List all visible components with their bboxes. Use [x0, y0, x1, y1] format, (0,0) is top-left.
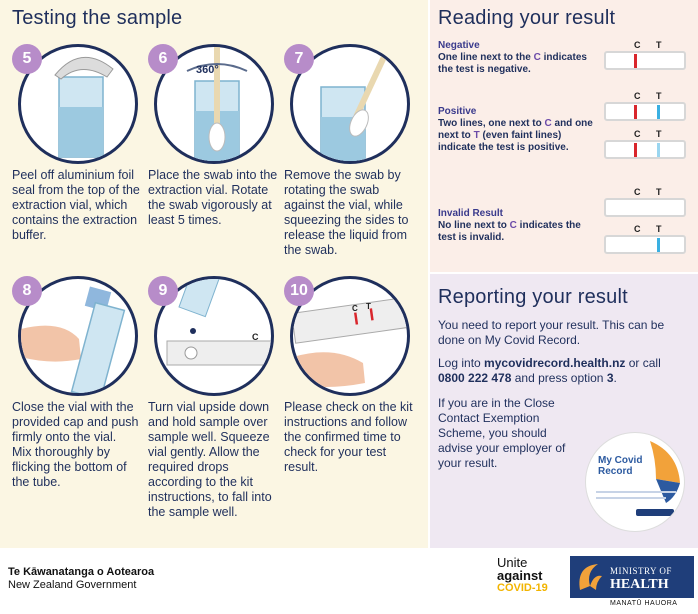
cassette-t-label: T: [366, 302, 371, 311]
invalid-strip-t-only: C T: [604, 224, 686, 254]
positive-text-end: (even faint lines) indicate the test is …: [438, 130, 569, 153]
reporting-exemption: If you are in the Close Contact Exemptio…: [438, 396, 566, 470]
strip-t-label: T: [656, 91, 662, 101]
step-number: 10: [284, 276, 314, 306]
strip-t-label: T: [656, 129, 662, 139]
c-marker: C: [509, 220, 517, 231]
step-description: Place the swab into the extraction vial.…: [148, 168, 278, 227]
invalid-text-end: indicates the test is invalid.: [438, 220, 581, 243]
strip-t-label: T: [656, 187, 662, 197]
strip-c-label: C: [634, 129, 641, 139]
gov-maori-name: Te Kāwanatanga o Aotearoa: [8, 566, 155, 578]
vial-cap-illustration: [18, 276, 138, 396]
invalid-strip-blank: C T: [604, 187, 686, 217]
login-text: Log into: [438, 356, 485, 370]
step-description: Close the vial with the provided cap and…: [12, 400, 139, 489]
card-button: [636, 509, 674, 516]
step-number: 7: [284, 44, 314, 74]
my-covid-record-card: My Covid Record: [585, 432, 685, 532]
ministry-of-health-logo: MINISTRY OF HEALTH: [570, 556, 694, 598]
rotate-label: 360°: [196, 64, 219, 76]
positive-text-mid: and one next to: [438, 118, 593, 141]
strip-t-label: T: [656, 224, 662, 234]
c-line: [634, 105, 637, 119]
ministry-of-label: MINISTRY OF: [610, 566, 672, 576]
cassette-c-label: C: [252, 332, 259, 342]
option-number: 3: [606, 371, 614, 385]
t-line: [657, 238, 660, 252]
invalid-result: Invalid Result No line next to C indicat…: [438, 208, 588, 244]
card-line: [596, 491, 676, 493]
mycovidrecord-link[interactable]: mycovidrecord.health.nz: [484, 356, 626, 370]
unite-against-covid-logo: Unite against COVID-19: [497, 556, 563, 595]
step-description: Please check on the kit instructions and…: [284, 400, 413, 474]
c-marker: C: [533, 52, 541, 63]
c-marker: C: [544, 118, 552, 129]
positive-strip-faint: C T: [604, 129, 686, 159]
cassette-c-label: C: [352, 304, 358, 313]
positive-text: Two lines, one next to: [438, 118, 545, 129]
step-number: 9: [148, 276, 178, 306]
step-description: Peel off aluminium foil seal from the to…: [12, 168, 140, 242]
strip-c-label: C: [634, 40, 641, 50]
reporting-login: Log into mycovidrecord.health.nz or call…: [438, 356, 690, 386]
testing-title: Testing the sample: [12, 7, 183, 29]
negative-text-end: indicates the test is negative.: [438, 52, 587, 75]
positive-heading: Positive: [438, 106, 477, 117]
strip-c-label: C: [634, 187, 641, 197]
strip-c-label: C: [634, 224, 641, 234]
call-text: or call: [625, 356, 661, 370]
strip-t-label: T: [656, 40, 662, 50]
t-line: [657, 105, 660, 119]
step-description: Remove the swab by rotating the swab aga…: [284, 168, 409, 257]
phone-number[interactable]: 0800 222 478: [438, 371, 512, 385]
step-number: 6: [148, 44, 178, 74]
positive-strip-strong: C T: [604, 91, 686, 121]
strip-c-label: C: [634, 91, 641, 101]
card-graphic: [650, 441, 680, 503]
negative-result: Negative One line next to the C indicate…: [438, 40, 598, 76]
period: .: [613, 371, 617, 385]
option-text: and press option: [511, 371, 607, 385]
negative-strip: C T: [604, 40, 686, 70]
step-number: 8: [12, 276, 42, 306]
against-line: against: [497, 568, 543, 583]
negative-heading: Negative: [438, 40, 480, 51]
nz-government-logo: Te Kāwanatanga o Aotearoa New Zealand Go…: [8, 566, 154, 592]
gov-english-name: New Zealand Government: [8, 579, 137, 591]
reporting-title: Reporting your result: [438, 286, 628, 308]
manatu-hauora-label: MANATŪ HAUORA: [610, 600, 678, 607]
t-marker: T: [473, 130, 480, 141]
invalid-heading: Invalid Result: [438, 208, 504, 219]
unite-line: Unite: [497, 555, 528, 570]
koru-icon: [579, 564, 602, 590]
reading-panel: [430, 0, 698, 272]
reporting-intro: You need to report your result. This can…: [438, 318, 665, 347]
health-label: HEALTH: [610, 577, 669, 592]
negative-text: One line next to the: [438, 52, 534, 63]
c-line: [634, 143, 637, 157]
invalid-text: No line next to: [438, 220, 510, 231]
positive-result: Positive Two lines, one next to C and on…: [438, 106, 600, 154]
covid-line: COVID-19: [497, 582, 548, 594]
step-description: Turn vial upside down and hold sample ov…: [148, 400, 272, 519]
card-title: My Covid Record: [598, 455, 643, 477]
card-line: [596, 497, 666, 499]
t-line-faint: [657, 143, 660, 157]
step-number: 5: [12, 44, 42, 74]
reading-title: Reading your result: [438, 7, 616, 29]
c-line: [634, 54, 637, 68]
